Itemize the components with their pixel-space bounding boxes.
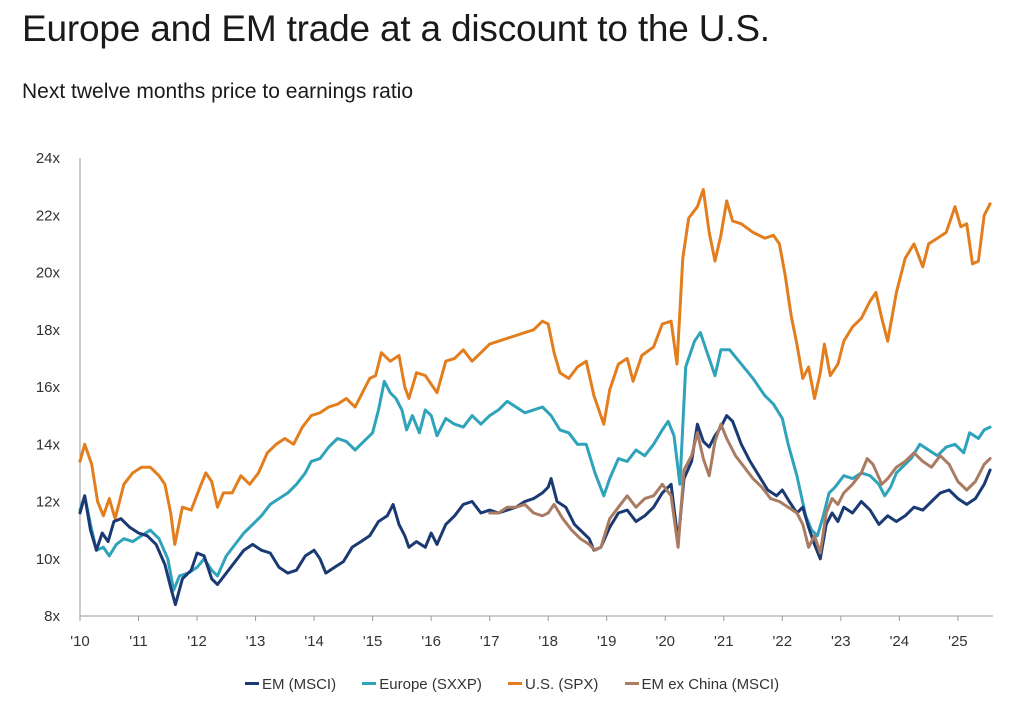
x-tick-label: '24 (890, 633, 910, 650)
y-tick-label: 16x (36, 379, 61, 396)
chart-legend: EM (MSCI) Europe (SXXP) U.S. (SPX) EM ex… (0, 676, 1024, 693)
y-tick-label: 18x (36, 322, 61, 339)
x-tick-label: '21 (714, 633, 734, 650)
x-tick-label: '14 (304, 633, 324, 650)
chart-title: Europe and EM trade at a discount to the… (22, 8, 770, 49)
x-tick-label: '10 (70, 633, 90, 650)
chart-subtitle: Next twelve months price to earnings rat… (22, 80, 414, 103)
y-tick-label: 10x (36, 551, 61, 568)
x-tick-label: '23 (831, 633, 851, 650)
legend-label-em: EM (MSCI) (261, 676, 337, 693)
series-line-u-s-spx (78, 188, 992, 546)
chart-axes: 8x 10x 12x 14x 16x 18x 20x 22x 24x '10 '11 '12 '13 '1… (36, 150, 993, 650)
legend-item-us: U.S. (SPX) (508, 676, 598, 693)
y-tick-label: 24x (36, 150, 61, 167)
x-tick-label: '12 (187, 633, 207, 650)
x-tick-label: '16 (421, 633, 441, 650)
line-chart: 8x 10x 12x 14x 16x 18x 20x 22x 24x '10 '11 '12 '13 '1… (36, 150, 993, 650)
legend-swatch-em-ex-china (624, 681, 639, 685)
series-line-em-ex-china-msci (488, 422, 992, 555)
x-tick-label: '18 (538, 633, 558, 650)
chart-series-group (78, 188, 992, 607)
legend-swatch-europe (362, 681, 377, 685)
x-tick-label: '19 (597, 633, 617, 650)
x-tick-label: '11 (129, 633, 147, 650)
x-tick-label: '25 (948, 633, 968, 650)
x-tick-label: '17 (480, 633, 500, 650)
legend-label-em-ex-china: EM ex China (MSCI) (641, 676, 780, 693)
y-tick-label: 20x (36, 265, 61, 282)
legend-swatch-em (244, 681, 259, 685)
legend-label-europe: Europe (SXXP) (379, 676, 482, 693)
legend-item-em: EM (MSCI) (244, 676, 337, 693)
legend-item-em-ex-china: EM ex China (MSCI) (624, 676, 780, 693)
legend-swatch-us (508, 681, 522, 685)
x-tick-label: '20 (655, 633, 675, 650)
x-tick-label: '13 (246, 633, 266, 650)
series-line-europe-sxxp (78, 331, 992, 592)
legend-item-europe: Europe (SXXP) (362, 676, 482, 693)
x-tick-label: '22 (773, 633, 793, 650)
series-line-em-msci (78, 414, 992, 607)
x-tick-label: '15 (363, 633, 383, 650)
y-tick-label: 22x (36, 207, 61, 224)
y-tick-label: 14x (36, 436, 61, 453)
y-tick-label: 8x (44, 608, 60, 625)
y-tick-label: 12x (36, 494, 61, 511)
legend-label-us: U.S. (SPX) (525, 676, 599, 693)
